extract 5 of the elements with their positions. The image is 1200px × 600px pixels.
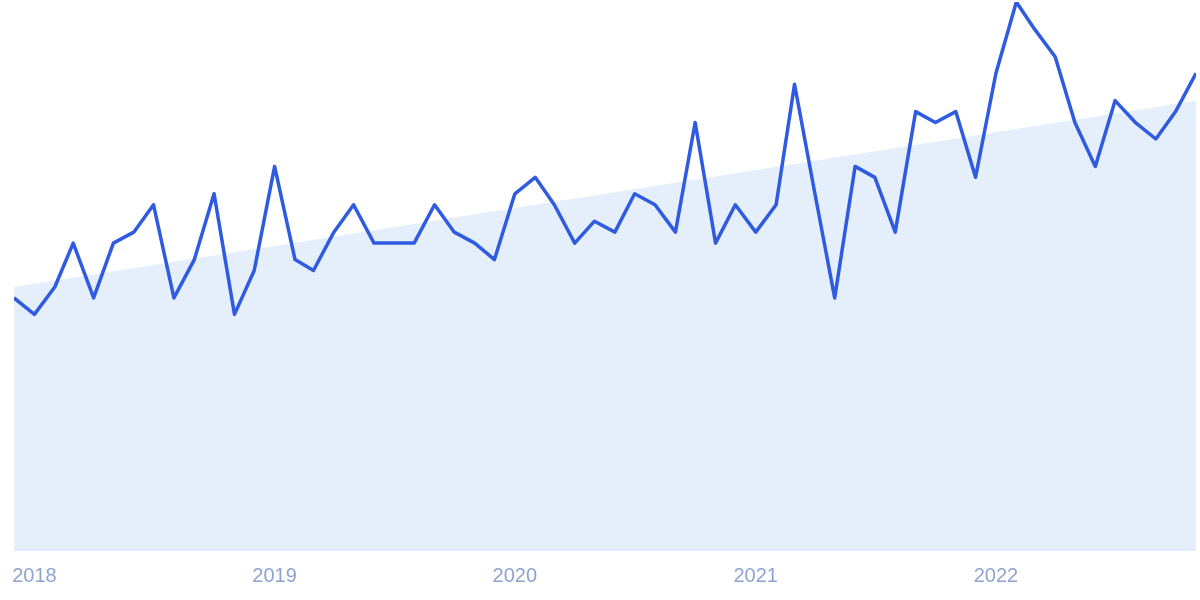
x-tick-label: 2022 (973, 564, 1019, 587)
x-tick-label: 2020 (492, 564, 538, 587)
x-tick-label: 2018 (12, 564, 57, 587)
x-tick-label: 2019 (252, 564, 297, 587)
x-tick-label: 2021 (733, 564, 778, 587)
